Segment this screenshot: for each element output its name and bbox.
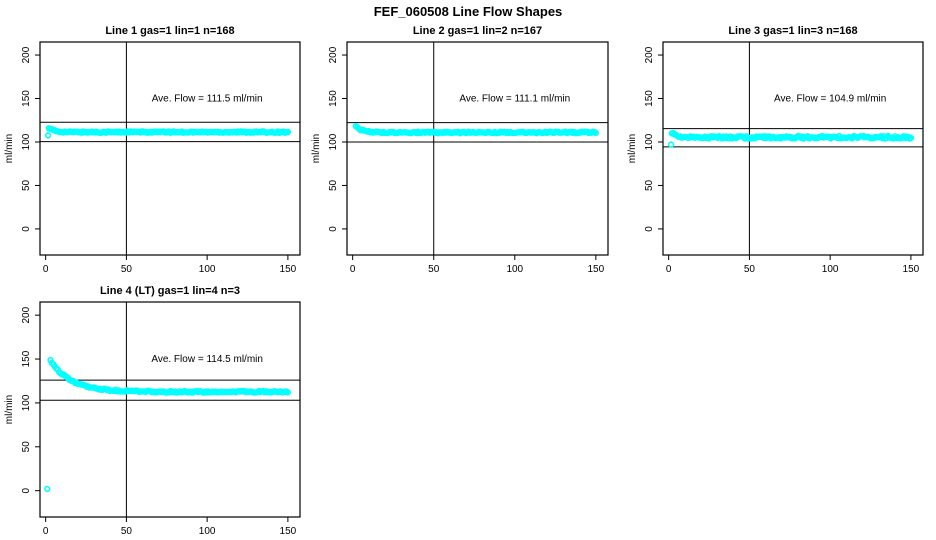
x-tick-label: 0 <box>43 264 49 275</box>
data-points <box>667 129 915 148</box>
data-point <box>284 389 292 396</box>
y-tick-label: 0 <box>328 226 339 232</box>
avg-flow-annotation: Ave. Flow = 111.5 ml/min <box>152 94 263 105</box>
x-tick-label: 150 <box>280 526 297 537</box>
figure-title: FEF_060508 Line Flow Shapes <box>373 4 563 19</box>
y-tick-label: 50 <box>644 179 655 191</box>
y-axis-label: ml/min <box>4 395 15 424</box>
y-tick-label: 200 <box>328 46 339 63</box>
plot-box <box>662 41 924 256</box>
x-tick-label: 50 <box>744 264 756 275</box>
data-point <box>592 129 599 137</box>
data-points <box>352 122 599 137</box>
y-tick-label: 100 <box>328 133 339 150</box>
y-tick-label: 100 <box>21 394 32 411</box>
panel-1: Line 1 gas=1 lin=1 n=168 0 50 100 150 200 0 50 1… <box>4 25 301 275</box>
panel-title: Line 2 gas=1 lin=2 n=167 <box>413 25 542 37</box>
data-point <box>284 128 292 136</box>
y-tick-label: 50 <box>21 441 32 453</box>
outlier-point <box>667 141 675 148</box>
data-points <box>44 125 292 139</box>
panel-title: Line 1 gas=1 lin=1 n=168 <box>105 25 234 37</box>
panel-title: Line 4 (LT) gas=1 lin=4 n=3 <box>100 285 240 297</box>
panel-title: Line 3 gas=1 lin=3 n=168 <box>728 25 857 37</box>
avg-flow-annotation: Ave. Flow = 104.9 ml/min <box>774 94 886 105</box>
y-tick-label: 100 <box>644 133 655 150</box>
panel-2: Line 2 gas=1 lin=2 n=167 0 50 100 150 200 0 50 1… <box>311 25 609 275</box>
x-tick-label: 50 <box>428 264 440 275</box>
x-tick-label: 0 <box>350 264 356 275</box>
x-tick-label: 100 <box>822 264 839 275</box>
data-points <box>44 356 292 493</box>
x-tick-label: 100 <box>506 264 523 275</box>
y-axis-label: ml/min <box>311 134 322 163</box>
plot-box <box>39 301 301 518</box>
plot-box <box>346 41 609 256</box>
avg-flow-annotation: Ave. Flow = 114.5 ml/min <box>151 354 263 365</box>
x-tick-label: 100 <box>199 526 216 537</box>
y-tick-label: 150 <box>644 90 655 107</box>
y-axis-label: ml/min <box>4 134 15 163</box>
data-point <box>907 134 915 142</box>
x-tick-label: 0 <box>666 264 672 275</box>
y-tick-label: 200 <box>644 46 655 63</box>
y-tick-label: 50 <box>328 179 339 191</box>
y-tick-label: 0 <box>21 487 32 493</box>
y-tick-label: 0 <box>644 226 655 232</box>
y-tick-label: 50 <box>21 179 32 191</box>
y-tick-label: 100 <box>21 133 32 150</box>
y-tick-label: 150 <box>21 90 32 107</box>
y-tick-label: 150 <box>21 350 32 367</box>
y-tick-label: 0 <box>21 226 32 232</box>
outlier-point <box>44 132 52 139</box>
avg-flow-annotation: Ave. Flow = 111.1 ml/min <box>459 94 570 105</box>
x-tick-label: 50 <box>121 526 133 537</box>
y-tick-label: 150 <box>328 90 339 107</box>
panel-3: Line 3 gas=1 lin=3 n=168 0 50 100 150 200 0 50 1… <box>627 25 924 275</box>
x-tick-label: 50 <box>121 264 133 275</box>
y-tick-label: 200 <box>21 306 32 323</box>
x-tick-label: 0 <box>43 526 49 537</box>
y-tick-label: 200 <box>21 46 32 63</box>
x-tick-label: 150 <box>587 264 604 275</box>
panel-4: Line 4 (LT) gas=1 lin=4 n=3 0 50 100 150 200 0… <box>4 285 301 537</box>
plot-box <box>39 41 301 256</box>
y-axis-label: ml/min <box>627 134 638 163</box>
x-tick-label: 150 <box>903 264 920 275</box>
x-tick-label: 150 <box>280 264 297 275</box>
outlier-point <box>44 485 51 493</box>
x-tick-label: 100 <box>199 264 216 275</box>
